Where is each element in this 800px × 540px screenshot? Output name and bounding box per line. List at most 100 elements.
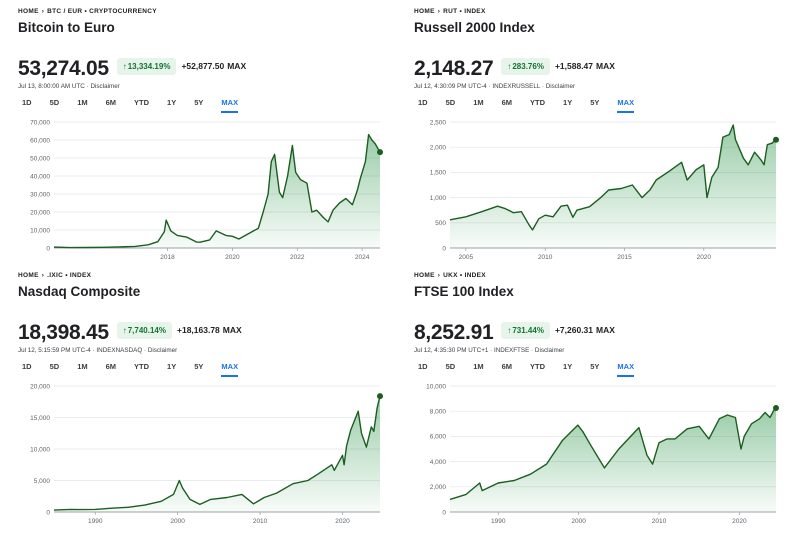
range-selector: 1D 5D 1M 6M YTD 1Y 5Y MAX — [22, 361, 256, 377]
price-chart[interactable]: 0 500 1,000 1,500 2,000 2,500 2005 2010 2015 2020 — [404, 116, 796, 270]
range-button-1y[interactable]: 1Y — [167, 362, 177, 371]
breadcrumb-separator-icon: › — [437, 272, 441, 279]
page-title: FTSE 100 Index — [414, 284, 514, 299]
range-button-1m[interactable]: 1M — [473, 98, 484, 107]
price-series-line — [449, 407, 777, 501]
range-button-1m[interactable]: 1M — [473, 362, 484, 371]
x-tick-label: 2000 — [571, 518, 586, 525]
breadcrumb-home[interactable]: HOME — [414, 8, 435, 15]
percent-change-badge: ↑13,334.19% — [116, 58, 177, 75]
price-area-fill — [450, 125, 776, 248]
price-series-line — [53, 133, 381, 249]
absolute-change-value: +18,163.78 — [177, 325, 220, 335]
breadcrumb-separator-icon: › — [41, 272, 45, 279]
price-area-fill — [54, 396, 380, 512]
range-button-5y[interactable]: 5Y — [194, 98, 204, 107]
range-button-max[interactable]: MAX — [617, 361, 635, 377]
x-tick-label: 1990 — [88, 518, 103, 525]
range-button-5d[interactable]: 5D — [445, 362, 456, 371]
range-button-1m[interactable]: 1M — [77, 98, 88, 107]
arrow-up-icon: ↑ — [507, 62, 512, 71]
breadcrumb[interactable]: HOME › BTC / EUR • CRYPTOCURRENCY — [18, 8, 157, 15]
breadcrumb-home[interactable]: HOME — [18, 8, 39, 15]
current-price: 18,398.45 — [18, 321, 109, 344]
current-price: 53,274.05 — [18, 57, 109, 80]
range-button-1y[interactable]: 1Y — [563, 98, 573, 107]
range-button-5y[interactable]: 5Y — [590, 362, 600, 371]
price-series-line — [449, 124, 777, 231]
breadcrumb-ticker[interactable]: .IXIC • INDEX — [47, 272, 92, 279]
range-button-6m[interactable]: 6M — [501, 98, 513, 107]
chart-panel-nasdaq-composite: HOME › .IXIC • INDEX Nasdaq Composite 18,3… — [8, 270, 400, 534]
chart-panel-ftse-100: HOME › UKX • INDEX FTSE 100 Index 8,252.91… — [404, 270, 796, 534]
range-button-max[interactable]: MAX — [221, 97, 239, 113]
range-button-5d[interactable]: 5D — [49, 362, 60, 371]
timestamp-disclaimer: Jul 13, 8:00:00 AM UTC · Disclaimer — [18, 83, 120, 90]
timestamp-disclaimer: Jul 12, 4:30:09 PM UTC-4 · INDEXRUSSELL … — [414, 83, 576, 90]
y-tick-label: 1,000 — [430, 195, 447, 202]
absolute-change: +52,877.50 MAX — [181, 61, 249, 71]
absolute-change-value: +7,260.31 — [554, 325, 594, 335]
range-button-5d[interactable]: 5D — [49, 98, 60, 107]
y-tick-label: 50,000 — [30, 155, 50, 162]
absolute-change-value: +52,877.50 — [181, 61, 225, 71]
range-button-ytd[interactable]: YTD — [134, 98, 150, 107]
price-chart[interactable]: 0 5,000 10,000 15,000 20,000 1990 2000 2010 2020 — [8, 380, 400, 534]
absolute-change: +7,260.31 MAX — [555, 325, 618, 335]
range-button-5d[interactable]: 5D — [445, 98, 456, 107]
period-label: MAX — [222, 325, 242, 335]
current-price: 8,252.91 — [414, 321, 494, 344]
range-button-1d[interactable]: 1D — [418, 362, 428, 371]
current-price: 2,148.27 — [414, 57, 494, 80]
breadcrumb-home[interactable]: HOME — [18, 272, 39, 279]
breadcrumb[interactable]: HOME › UKX • INDEX — [414, 272, 486, 279]
price-chart[interactable]: 0 10,000 20,000 30,000 40,000 50,000 60,000 70,… — [8, 116, 400, 270]
y-tick-label: 1,500 — [430, 170, 447, 177]
breadcrumb-separator-icon: › — [41, 8, 45, 15]
range-button-1y[interactable]: 1Y — [167, 98, 177, 107]
range-button-5y[interactable]: 5Y — [590, 98, 600, 107]
x-tick-label: 2015 — [617, 254, 632, 261]
range-button-ytd[interactable]: YTD — [134, 362, 150, 371]
range-button-1m[interactable]: 1M — [77, 362, 88, 371]
y-tick-label: 10,000 — [426, 383, 446, 390]
x-tick-label: 2005 — [459, 254, 474, 261]
chart-panel-btc-eur: HOME › BTC / EUR • CRYPTOCURRENCY Bitcoin … — [8, 6, 400, 270]
breadcrumb-home[interactable]: HOME — [414, 272, 435, 279]
price-area-fill — [450, 408, 776, 512]
range-button-ytd[interactable]: YTD — [530, 362, 546, 371]
period-label: MAX — [596, 61, 615, 71]
range-button-1d[interactable]: 1D — [22, 362, 32, 371]
arrow-up-icon: ↑ — [507, 326, 512, 335]
x-tick-label: 2020 — [697, 254, 712, 261]
y-tick-label: 20,000 — [30, 383, 50, 390]
range-button-5y[interactable]: 5Y — [194, 362, 204, 371]
range-button-1d[interactable]: 1D — [22, 98, 32, 107]
range-button-6m[interactable]: 6M — [105, 362, 117, 371]
range-selector: 1D 5D 1M 6M YTD 1Y 5Y MAX — [418, 97, 652, 113]
price-chart[interactable]: 0 2,000 4,000 6,000 8,000 10,000 1990 2000 2010 2… — [404, 380, 796, 534]
y-tick-label: 20,000 — [30, 209, 50, 216]
y-tick-label: 6,000 — [430, 434, 447, 441]
arrow-up-icon: ↑ — [122, 326, 127, 335]
range-button-1y[interactable]: 1Y — [563, 362, 573, 371]
page-title: Bitcoin to Euro — [18, 20, 115, 35]
range-button-6m[interactable]: 6M — [501, 362, 513, 371]
breadcrumb[interactable]: HOME › RUT • INDEX — [414, 8, 486, 15]
x-tick-label: 1990 — [491, 518, 506, 525]
breadcrumb-ticker[interactable]: BTC / EUR • CRYPTOCURRENCY — [47, 8, 157, 15]
timestamp-disclaimer: Jul 12, 5:15:59 PM UTC-4 · INDEXNASDAQ ·… — [18, 347, 178, 354]
chart-panel-russell-2000: HOME › RUT • INDEX Russell 2000 Index 2,14… — [404, 6, 796, 270]
breadcrumb-ticker[interactable]: RUT • INDEX — [443, 8, 486, 15]
range-button-1d[interactable]: 1D — [418, 98, 428, 107]
breadcrumb[interactable]: HOME › .IXIC • INDEX — [18, 272, 91, 279]
range-button-max[interactable]: MAX — [617, 97, 635, 113]
range-button-max[interactable]: MAX — [221, 361, 239, 377]
breadcrumb-ticker[interactable]: UKX • INDEX — [443, 272, 486, 279]
x-tick-label: 2010 — [652, 518, 667, 525]
x-tick-label: 2010 — [538, 254, 553, 261]
range-selector: 1D 5D 1M 6M YTD 1Y 5Y MAX — [22, 97, 256, 113]
y-tick-label: 8,000 — [430, 409, 447, 416]
range-button-6m[interactable]: 6M — [105, 98, 117, 107]
range-button-ytd[interactable]: YTD — [530, 98, 546, 107]
